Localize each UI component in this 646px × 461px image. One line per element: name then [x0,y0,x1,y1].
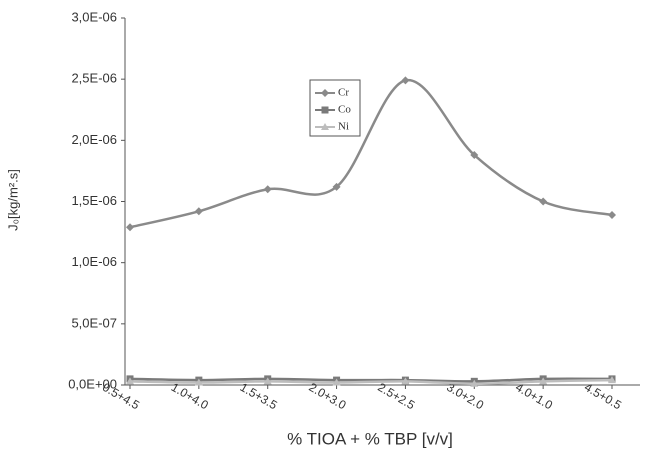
series-line [129,378,613,386]
marker [194,378,203,386]
marker [263,377,272,385]
marker [539,197,548,206]
marker [470,151,479,160]
marker [194,207,203,216]
y-tick-label: 1,5E-06 [71,193,117,208]
marker [321,123,329,130]
marker [401,377,410,385]
marker [126,223,134,232]
y-tick-label: 5,0E-07 [71,315,117,330]
marker [332,182,341,191]
series-line [129,79,613,229]
y-tick-label: 1,0E-06 [71,254,117,269]
marker [539,377,548,385]
marker [263,185,272,194]
y-tick-label: 2,5E-06 [71,71,117,86]
marker [321,106,329,114]
y-axis-label: J₀[kg/m².s] [5,169,20,231]
marker [332,378,341,386]
marker [401,76,410,85]
marker [470,379,479,387]
legend-label: Co [338,104,351,116]
marker [608,210,616,219]
marker [321,89,329,97]
y-tick-label: 3,0E-06 [71,9,117,24]
marker [126,377,134,385]
legend-label: Ni [338,121,349,133]
legend-label: Cr [338,87,349,99]
marker [608,376,616,384]
series-line [129,377,613,383]
y-tick-label: 0,0E+00 [68,376,117,391]
y-tick-label: 2,0E-06 [71,132,117,147]
x-axis-label: % TIOA + % TBP [v/v] [287,429,453,448]
